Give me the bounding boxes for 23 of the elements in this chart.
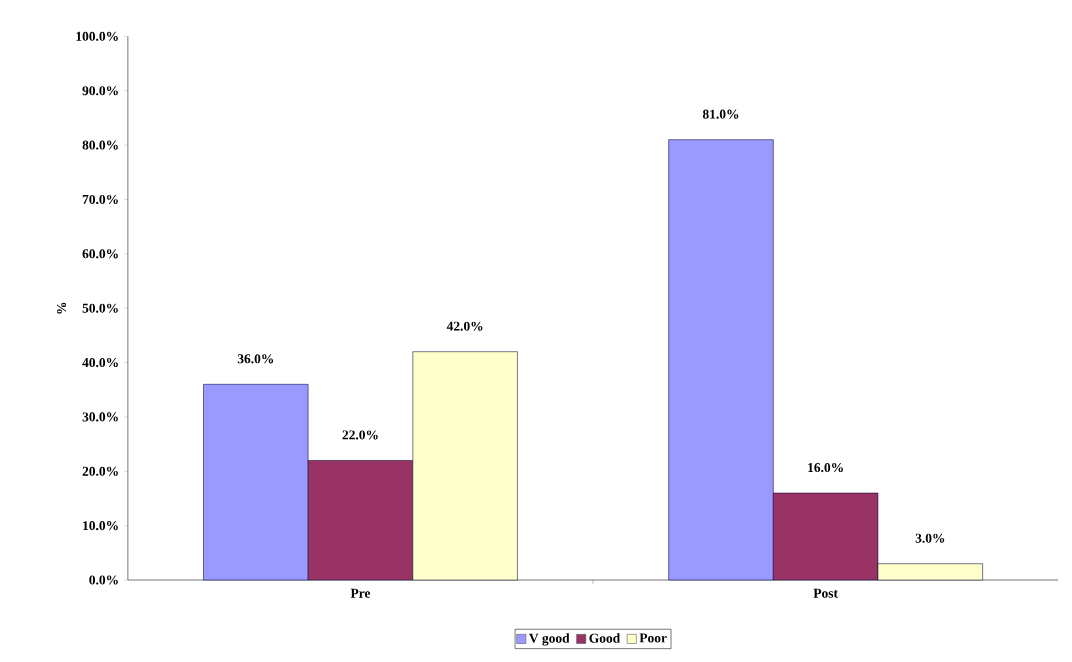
- y-tick-label: 40.0%: [82, 358, 118, 368]
- y-tick-label: 80.0%: [82, 140, 118, 150]
- y-tick-label: 50.0%: [82, 303, 118, 313]
- data-label: 42.0%: [446, 321, 483, 331]
- x-tick-label: Post: [813, 588, 838, 598]
- y-axis-title: %: [56, 302, 67, 314]
- y-tick-label: 20.0%: [82, 466, 118, 476]
- data-label: 22.0%: [342, 430, 378, 440]
- y-tick-label: 10.0%: [83, 521, 118, 531]
- x-tick-label: Pre: [350, 588, 371, 598]
- legend-label: V good: [529, 633, 570, 646]
- data-label: 36.0%: [237, 354, 274, 364]
- data-label: 81.0%: [702, 109, 739, 119]
- y-tick-label: 0.0%: [89, 575, 118, 585]
- y-tick-label: 90.0%: [82, 86, 118, 96]
- legend-label: Good: [589, 633, 621, 643]
- y-tick-label: 70.0%: [82, 194, 118, 205]
- y-tick-label: 60.0%: [82, 249, 118, 259]
- y-tick-label: 30.0%: [82, 412, 118, 422]
- data-label: 3.0%: [915, 533, 945, 543]
- y-tick-label: 100.0%: [76, 31, 118, 41]
- legend-label: Poor: [639, 633, 667, 643]
- data-label: 16.0%: [808, 463, 843, 473]
